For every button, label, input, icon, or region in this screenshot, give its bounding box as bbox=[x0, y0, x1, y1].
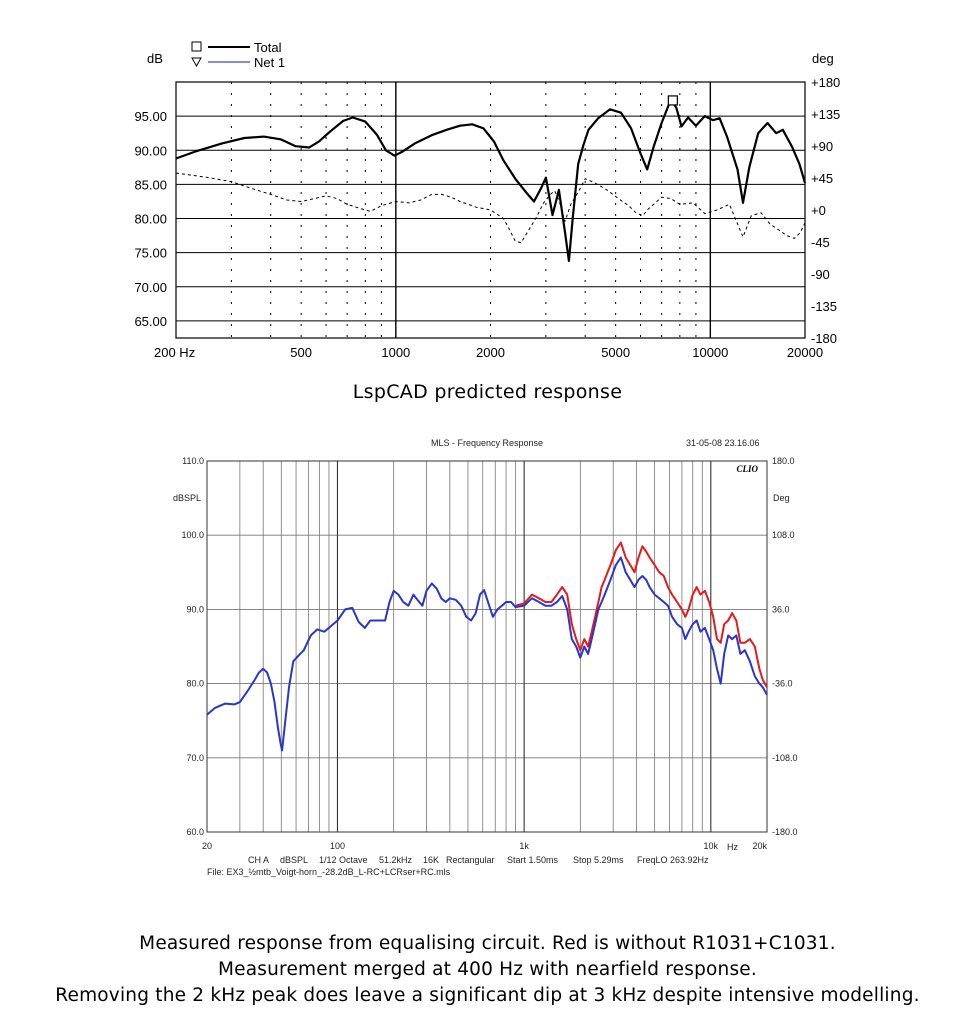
chart1-plot-frame bbox=[175, 81, 806, 339]
chart2-y2-ticks: 180.0 108.0 36.0 -36.0 -108.0 -180.0 bbox=[772, 456, 798, 837]
chart2-y2tick-label: 180.0 bbox=[772, 456, 795, 466]
chart2-ylabel: dBSPL bbox=[173, 493, 201, 503]
chart2-ytick-label: 60.0 bbox=[186, 827, 204, 837]
lspcad-chart: dB deg Total Net 1 95.00 90.00 85.00 80.00 7… bbox=[134, 40, 840, 360]
chart1-ylabel: dB bbox=[147, 51, 163, 66]
chart2-grid bbox=[206, 460, 768, 833]
chart2-plot-frame bbox=[206, 460, 768, 833]
chart1-y2tick-label: +45 bbox=[811, 171, 833, 186]
chart1-y2label: deg bbox=[812, 51, 834, 66]
chart1-ytick-label: 70.00 bbox=[134, 280, 167, 295]
chart1-caption: LspCAD predicted response bbox=[352, 381, 623, 403]
total-square-marker bbox=[667, 95, 678, 106]
chart1-xtick-label: 5000 bbox=[601, 345, 630, 360]
chart2-setting-item: FreqLO 263.92Hz bbox=[637, 855, 709, 865]
chart1-ytick-label: 80.00 bbox=[134, 212, 167, 227]
chart2-xtick-label: 20 bbox=[202, 841, 212, 851]
chart1-y2tick-label: +90 bbox=[811, 139, 833, 154]
chart2-setting-item: Rectangular bbox=[446, 855, 495, 865]
chart2-y-ticks: 110.0 100.0 90.0 80.0 70.0 60.0 bbox=[181, 456, 204, 837]
chart2-series bbox=[206, 541, 768, 752]
caption-line-1: Measured response from equalising circui… bbox=[139, 933, 836, 954]
legend-total-label: Total bbox=[254, 40, 282, 55]
chart2-setting-item: CH A bbox=[248, 855, 269, 865]
chart1-y2tick-label: -180 bbox=[811, 331, 837, 346]
chart2-setting-item: 16K bbox=[423, 855, 439, 865]
chart1-xtick-label: 500 bbox=[290, 345, 312, 360]
caption-line-3: Removing the 2 kHz peak does leave a sig… bbox=[55, 985, 920, 1006]
net1-phase-line bbox=[175, 172, 806, 244]
chart1-ytick-label: 90.00 bbox=[134, 143, 167, 158]
chart2-y2tick-label: -180.0 bbox=[772, 827, 798, 837]
chart2-settings-line: CH A dBSPL 1/12 Octave 51.2kHz 16K Rectangula… bbox=[248, 855, 709, 865]
chart1-xtick-label: 200 Hz bbox=[154, 345, 195, 360]
chart1-ytick-label: 65.00 bbox=[134, 314, 167, 329]
chart1-y2-ticks: +180 +135 +90 +45 +0 -45 -90 -135 -180 bbox=[811, 75, 840, 346]
chart1-y2tick-label: +0 bbox=[811, 203, 826, 218]
chart2-brand-logo: CLIO bbox=[736, 464, 758, 474]
chart2-y2tick-label: -108.0 bbox=[772, 753, 798, 763]
chart1-xtick-label: 1000 bbox=[381, 345, 410, 360]
chart2-x-unit: Hz bbox=[727, 842, 738, 852]
chart2-caption: Measured response from equalising circui… bbox=[0, 931, 975, 1009]
chart2-xtick-label: 1k bbox=[519, 841, 529, 851]
total-response-line bbox=[175, 98, 807, 262]
chart2-setting-item: Stop 5.29ms bbox=[573, 855, 624, 865]
chart2-setting-item: dBSPL bbox=[280, 855, 308, 865]
chart2-y2tick-label: 36.0 bbox=[772, 604, 790, 614]
caption-line-2: Measurement merged at 400 Hz with nearfi… bbox=[218, 959, 757, 980]
chart1-xtick-label: 20000 bbox=[787, 345, 823, 360]
chart1-xtick-label: 2000 bbox=[476, 345, 505, 360]
chart1-ytick-label: 85.00 bbox=[134, 177, 167, 192]
chart1-ytick-label: 75.00 bbox=[134, 246, 167, 261]
chart2-xtick-label: 100 bbox=[330, 841, 345, 851]
legend-square-icon bbox=[191, 41, 202, 52]
chart1-y2tick-label: -45 bbox=[811, 235, 830, 250]
blue-response-line bbox=[206, 556, 768, 752]
chart2-setting-item: Start 1.50ms bbox=[507, 855, 559, 865]
chart1-markers bbox=[667, 95, 678, 106]
chart2-ytick-label: 80.0 bbox=[186, 679, 204, 689]
chart2-x-ticks: 20 100 1k 10k 20k bbox=[202, 841, 768, 851]
chart2-file-line: File: EX3_½mtb_Voigt-horn_-28.2dB_L-RC+L… bbox=[207, 867, 451, 877]
chart2-y2label: Deg bbox=[773, 493, 790, 503]
chart2-ytick-label: 100.0 bbox=[181, 530, 204, 540]
chart1-y2tick-label: -90 bbox=[811, 267, 830, 282]
chart1-y2tick-label: +180 bbox=[811, 75, 840, 90]
chart2-ytick-label: 110.0 bbox=[182, 456, 204, 466]
chart2-y2tick-label: -36.0 bbox=[772, 679, 793, 689]
legend-net1-label: Net 1 bbox=[254, 55, 285, 70]
chart1-xtick-label: 10000 bbox=[692, 345, 728, 360]
chart2-xtick-label: 10k bbox=[704, 841, 719, 851]
red-response-line bbox=[515, 541, 768, 688]
chart2-timestamp: 31-05-08 23.16.06 bbox=[686, 438, 760, 448]
chart1-y2tick-label: +135 bbox=[811, 107, 840, 122]
chart1-x-ticks: 200 Hz 500 1000 2000 5000 10000 20000 bbox=[154, 345, 823, 360]
chart1-y-ticks: 95.00 90.00 85.00 80.00 75.00 70.00 65.00 bbox=[134, 109, 167, 329]
chart2-setting-item: 51.2kHz bbox=[379, 855, 413, 865]
chart2-y2tick-label: 108.0 bbox=[772, 530, 795, 540]
chart1-y2tick-label: -135 bbox=[811, 299, 837, 314]
chart1-grid bbox=[175, 82, 806, 338]
clio-chart: MLS - Frequency Response 31-05-08 23.16.… bbox=[173, 438, 798, 877]
chart1-ytick-label: 95.00 bbox=[134, 109, 167, 124]
chart2-title: MLS - Frequency Response bbox=[431, 438, 543, 448]
legend-triangle-icon bbox=[191, 57, 202, 68]
chart2-ytick-label: 90.0 bbox=[186, 604, 204, 614]
chart2-setting-item: 1/12 Octave bbox=[319, 855, 368, 865]
chart2-ytick-label: 70.0 bbox=[186, 753, 204, 763]
chart1-series bbox=[175, 98, 807, 262]
chart2-xtick-label: 20k bbox=[752, 841, 767, 851]
chart1-legend: Total Net 1 bbox=[191, 40, 285, 70]
